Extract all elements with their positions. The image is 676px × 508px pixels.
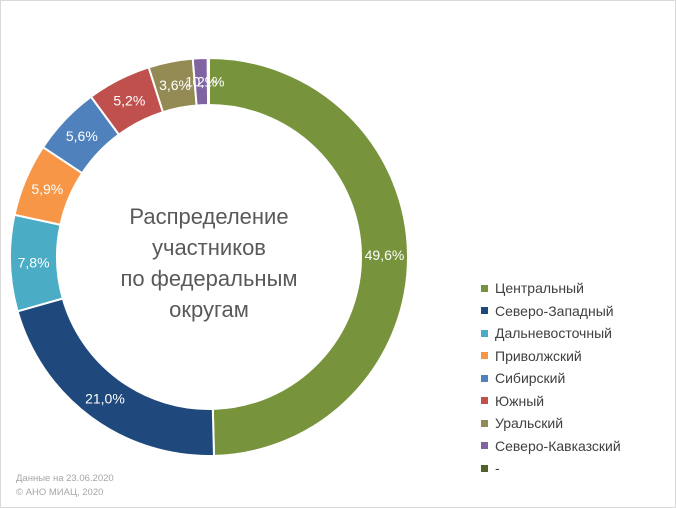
chart-title-line: Распределение	[129, 204, 289, 229]
legend-swatch	[481, 329, 488, 337]
legend-label: -	[495, 460, 500, 477]
legend-swatch	[481, 397, 488, 405]
legend-item: Южный	[481, 390, 621, 413]
data-label: 21,0%	[85, 390, 125, 406]
footer-note: Данные на 23.06.2020 © АНО МИАЦ, 2020	[16, 472, 114, 500]
data-label: 3,6%	[159, 77, 191, 93]
legend-label: Центральный	[495, 280, 584, 297]
data-label: 7,8%	[18, 255, 50, 271]
legend-item: Северо-Кавказский	[481, 435, 621, 458]
chart-title: Распределение участников по федеральным …	[84, 201, 334, 325]
legend-item: -	[481, 457, 621, 480]
legend-swatch	[481, 352, 488, 360]
donut-slice-other	[206, 56, 210, 107]
data-label: 5,9%	[31, 181, 63, 197]
legend-item: Сибирский	[481, 367, 621, 390]
legend-swatch	[481, 374, 488, 382]
legend-swatch	[481, 419, 488, 427]
legend-item: Дальневосточный	[481, 322, 621, 345]
legend-label: Уральский	[495, 415, 564, 432]
data-label: 49,6%	[365, 247, 405, 263]
legend-swatch	[481, 307, 488, 315]
chart-title-line: участников	[151, 235, 266, 260]
data-date-note: Данные на 23.06.2020	[16, 473, 114, 484]
chart-legend: Центральный Северо-Западный Дальневосточны…	[481, 277, 621, 480]
legend-label: Приволжский	[495, 347, 582, 364]
copyright-note: © АНО МИАЦ, 2020	[16, 487, 104, 498]
data-label: 0,1%	[192, 74, 224, 90]
legend-swatch	[481, 464, 488, 472]
legend-swatch	[481, 442, 488, 450]
legend-item: Уральский	[481, 412, 621, 435]
donut-slice-центральный	[208, 56, 409, 457]
legend-item: Северо-Западный	[481, 300, 621, 323]
legend-label: Южный	[495, 392, 545, 409]
legend-label: Сибирский	[495, 370, 566, 387]
chart-title-line: по федеральным	[120, 266, 298, 291]
legend-item: Приволжский	[481, 345, 621, 368]
legend-swatch	[481, 284, 488, 292]
chart-title-line: округам	[169, 297, 249, 322]
legend-item: Центральный	[481, 277, 621, 300]
data-label: 5,2%	[113, 93, 145, 109]
legend-label: Дальневосточный	[495, 325, 612, 342]
data-label: 5,6%	[66, 128, 98, 144]
legend-label: Северо-Кавказский	[495, 437, 621, 454]
legend-label: Северо-Западный	[495, 302, 614, 319]
